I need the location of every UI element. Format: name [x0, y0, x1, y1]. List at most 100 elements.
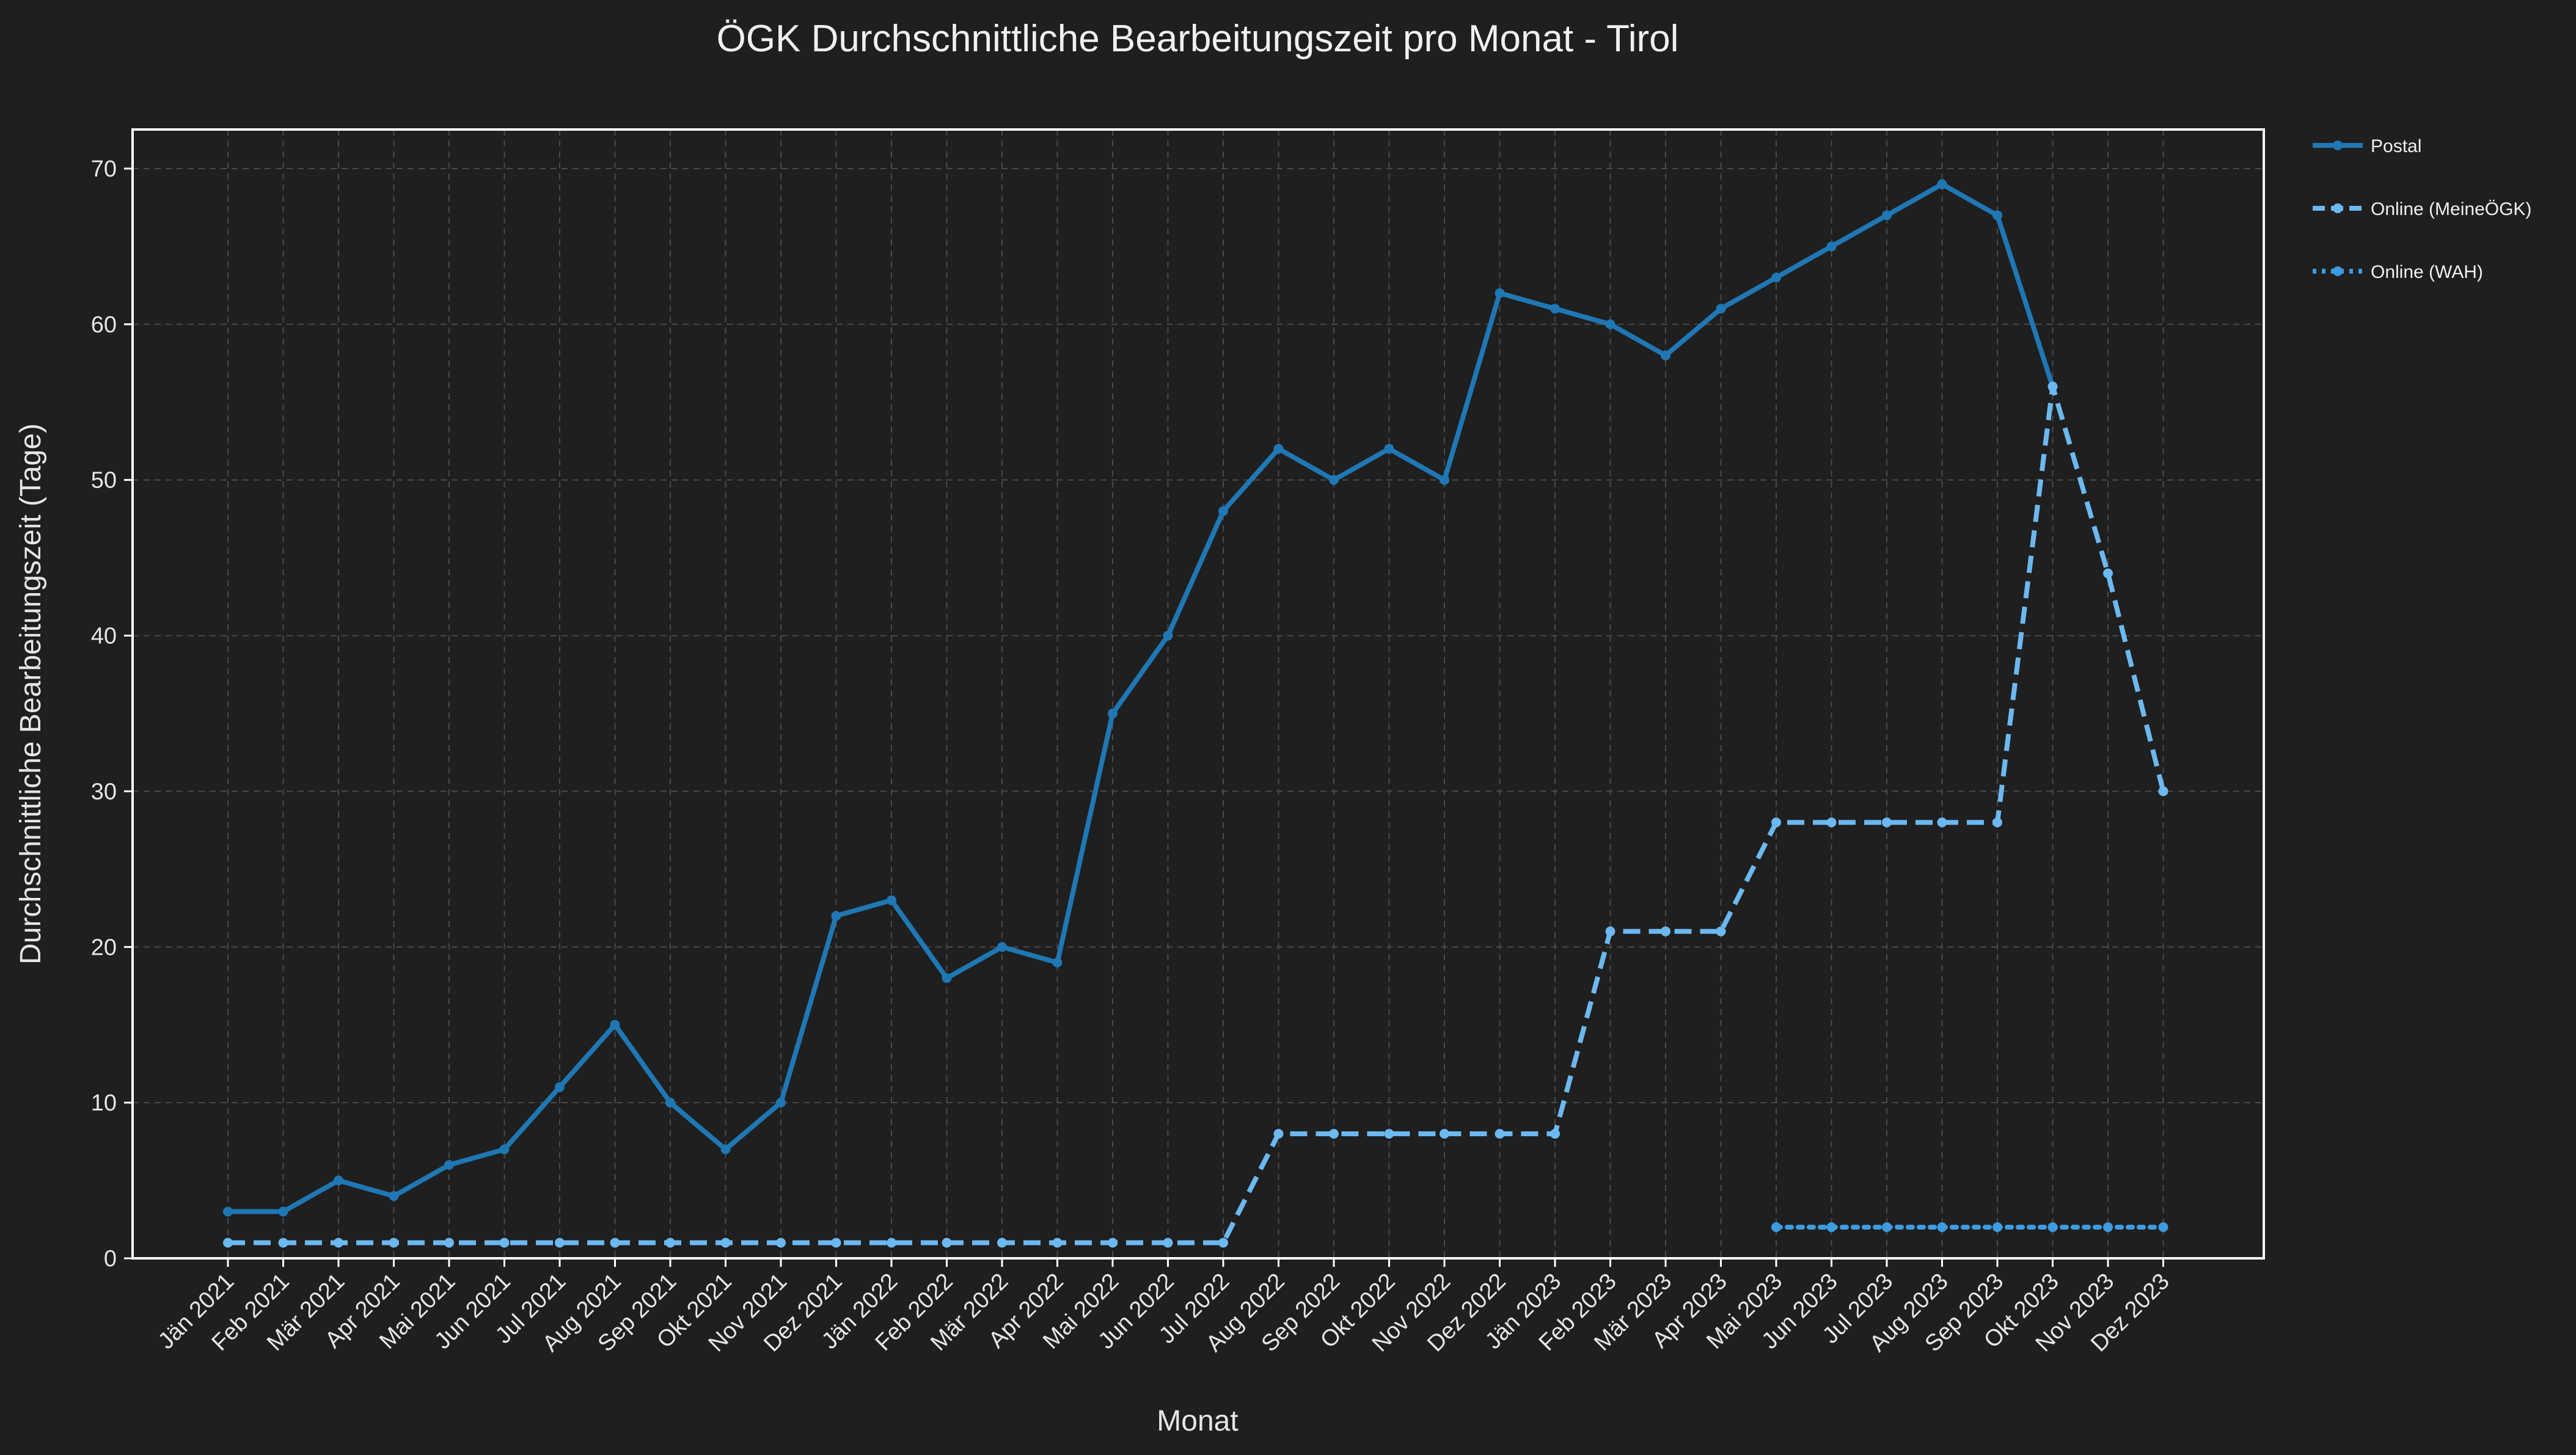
series-line-postal: [228, 181, 2055, 1214]
data-point: [2047, 381, 2058, 392]
data-point: [1826, 241, 1837, 252]
legend: Postal Online (MeineÖGK) Online (WAH): [2313, 136, 2531, 282]
data-point: [1163, 1238, 1173, 1248]
data-point: [555, 1238, 565, 1248]
data-point: [1882, 210, 1892, 221]
data-point: [1218, 1238, 1228, 1248]
data-point: [555, 1082, 565, 1092]
data-point: [444, 1238, 454, 1248]
data-point: [2158, 786, 2168, 797]
data-point: [2158, 1222, 2168, 1233]
data-point: [665, 1098, 675, 1108]
data-point: [1384, 443, 1394, 454]
data-point: [2047, 1222, 2058, 1233]
legend-label: Online (WAH): [2371, 262, 2483, 282]
data-point: [499, 1238, 510, 1248]
data-point: [1605, 926, 1615, 936]
legend-marker: [2333, 140, 2343, 150]
legend-item-postal: Postal: [2313, 136, 2421, 156]
data-point: [1826, 1222, 1837, 1233]
data-point: [1495, 288, 1505, 298]
data-point: [1716, 926, 1726, 936]
data-point: [1108, 709, 1118, 718]
y-tick-label: 40: [91, 624, 117, 649]
data-point: [887, 1238, 896, 1248]
legend-marker: [2333, 203, 2343, 213]
data-point: [776, 1098, 786, 1108]
series-online-meine-gk: [223, 381, 2168, 1248]
y-tick-label: 20: [91, 935, 117, 960]
legend-item-online-wah: Online (WAH): [2313, 262, 2483, 282]
data-point: [278, 1238, 288, 1248]
chart-title: ÖGK Durchschnittliche Bearbeitungszeit p…: [717, 18, 1679, 60]
data-point: [278, 1206, 288, 1217]
data-point: [1992, 1222, 2002, 1233]
data-point: [1273, 443, 1284, 454]
data-point: [1495, 1129, 1505, 1139]
y-tick-label: 10: [91, 1090, 117, 1116]
grid-lines: [133, 129, 2264, 1259]
y-tick-label: 50: [91, 468, 117, 494]
data-point: [720, 1144, 731, 1154]
data-point: [389, 1191, 399, 1202]
y-tick-label: 30: [91, 779, 117, 804]
plot-area-border: [131, 128, 2265, 1260]
data-point: [610, 1019, 620, 1030]
data-point: [665, 1238, 675, 1248]
data-point: [1882, 1222, 1892, 1233]
data-point: [887, 895, 896, 905]
data-point: [1440, 475, 1449, 485]
data-point: [1716, 304, 1726, 314]
data-point: [1937, 1222, 1947, 1233]
series-online-wah: [1771, 1222, 2168, 1233]
y-axis: 0 10 20 30 40 50 60 70: [91, 156, 133, 1272]
legend-item-online-meine-gk: Online (MeineÖGK): [2313, 199, 2531, 219]
data-point: [1992, 817, 2002, 828]
data-point: [1771, 1222, 1781, 1233]
data-point: [720, 1238, 731, 1248]
data-point: [1273, 1129, 1284, 1139]
data-point: [1937, 179, 1947, 189]
data-point: [223, 1238, 233, 1248]
data-point: [1052, 1238, 1063, 1248]
series-line-online-meine-gk: [228, 384, 2166, 1245]
data-point: [1550, 304, 1560, 314]
data-point: [831, 911, 841, 921]
data-point: [1771, 817, 1781, 828]
data-point: [1826, 817, 1837, 828]
legend-label: Online (MeineÖGK): [2371, 199, 2531, 219]
data-point: [223, 1206, 233, 1217]
data-point: [997, 942, 1007, 952]
data-point: [1992, 210, 2002, 221]
data-point: [334, 1175, 343, 1186]
data-point: [1882, 817, 1892, 828]
data-point: [499, 1144, 510, 1154]
data-point: [2103, 1222, 2113, 1233]
series-layer: [223, 179, 2168, 1248]
data-point: [776, 1238, 786, 1248]
data-point: [1440, 1129, 1449, 1139]
y-axis-label: Durchschnittliche Bearbeitungszeit (Tage…: [15, 423, 47, 965]
data-point: [1052, 957, 1063, 968]
legend-marker: [2333, 266, 2343, 276]
y-tick-label: 0: [104, 1246, 117, 1272]
data-point: [831, 1238, 841, 1248]
data-point: [942, 1238, 952, 1248]
y-tick-label: 70: [91, 156, 117, 182]
data-point: [1163, 630, 1173, 641]
data-point: [389, 1238, 399, 1248]
data-point: [1661, 926, 1670, 936]
data-point: [1661, 350, 1670, 360]
series-postal: [223, 179, 2058, 1217]
data-point: [1550, 1129, 1560, 1139]
data-point: [1329, 1129, 1339, 1139]
data-point: [1937, 817, 1947, 828]
data-point: [1605, 319, 1615, 329]
legend-label: Postal: [2371, 136, 2421, 156]
data-point: [444, 1160, 454, 1170]
data-point: [1108, 1238, 1118, 1248]
data-point: [610, 1238, 620, 1248]
data-point: [2103, 568, 2113, 578]
